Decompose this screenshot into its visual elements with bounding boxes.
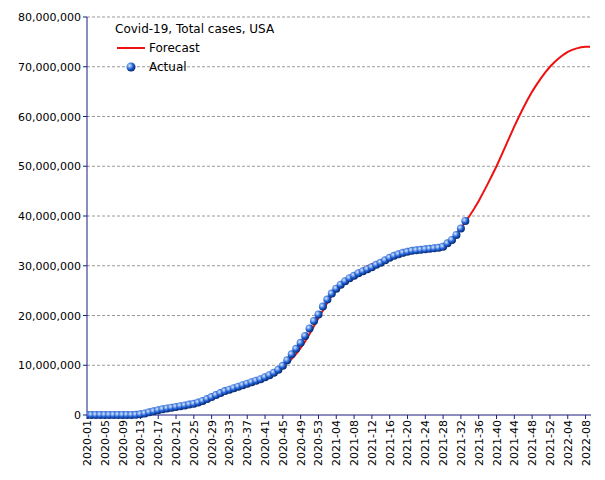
x-tick-label: 2020-53 [312,420,325,466]
x-tick-label: 2020-09 [117,420,130,466]
x-tick-label: 2021-28 [437,420,450,466]
legend-swatch [117,47,145,49]
x-tick [354,415,355,419]
x-tick-label: 2022-08 [580,420,593,466]
x-tick-label: 2020-29 [206,420,219,466]
x-tick [389,415,390,419]
actual-point [319,303,327,311]
x-tick [532,415,533,419]
x-tick [460,415,461,419]
x-tick-label: 2020-49 [295,420,308,466]
plot-area [87,47,590,419]
actual-point [301,332,309,340]
actual-point [314,311,322,319]
actual-point [310,317,318,325]
x-tick-label: 2020-21 [170,420,183,466]
x-tick [282,415,283,419]
x-tick-label: 2021-16 [384,420,397,466]
y-tick-label: 60,000,000 [18,111,81,124]
y-tick-label: 40,000,000 [18,210,81,223]
y-tick-label: 20,000,000 [18,310,81,323]
x-tick-label: 2020-17 [152,420,165,466]
y-tick-label: 70,000,000 [18,61,81,74]
x-axis [87,415,591,416]
grid-line [87,216,591,217]
x-tick [247,415,248,419]
grid-line [87,17,591,18]
x-tick [229,415,230,419]
actual-point [306,324,314,332]
x-tick [265,415,266,419]
x-tick-label: 2020-25 [188,420,201,466]
y-tick [83,365,87,366]
x-tick [176,415,177,419]
x-tick-label: 2022-04 [562,420,575,466]
x-tick [318,415,319,419]
x-tick [496,415,497,419]
x-tick-label: 2020-13 [134,420,147,466]
y-tick [83,216,87,217]
y-tick [83,315,87,316]
x-tick-label: 2021-36 [473,420,486,466]
x-tick-label: 2020-41 [259,420,272,466]
title: Covid-19, Total cases, USA [115,22,275,36]
x-tick [158,415,159,419]
x-tick [478,415,479,419]
y-tick-label: 0 [74,409,81,422]
legend-label: Forecast [149,41,200,55]
x-tick [443,415,444,419]
x-tick [371,415,372,419]
x-tick [336,415,337,419]
y-tick-label: 80,000,000 [18,11,81,24]
legend: Forecast Actual [117,41,200,74]
y-tick-label: 50,000,000 [18,160,81,173]
legend-label: Actual [149,60,187,74]
x-tick [567,415,568,419]
x-tick-label: 2021-52 [544,420,557,466]
grid-line [87,315,591,316]
forecast-line [87,47,590,415]
x-tick [300,415,301,419]
x-tick-label: 2021-20 [401,420,414,466]
x-tick [193,415,194,419]
actual-point [297,339,305,347]
x-tick [211,415,212,419]
x-tick-label: 2021-04 [330,420,343,466]
x-tick-label: 2021-08 [348,420,361,466]
legend-swatch [127,63,136,72]
x-tick-label: 2021-24 [419,420,432,466]
x-tick-label: 2020-01 [81,420,94,466]
y-axis [87,17,88,415]
actual-point [461,217,469,225]
y-tick [83,17,87,18]
y-tick-label: 10,000,000 [18,359,81,372]
grid-line [87,116,591,117]
y-tick [83,116,87,117]
grid-line [87,265,591,266]
chart: 0 10,000,000 20,000,000 30,000,000 40,000,00… [0,0,605,480]
x-tick [549,415,550,419]
grid-line [87,166,591,167]
x-tick-label: 2020-33 [223,420,236,466]
y-tick [83,166,87,167]
x-tick-label: 2020-45 [277,420,290,466]
x-tick-label: 2021-12 [366,420,379,466]
x-tick [425,415,426,419]
x-tick [407,415,408,419]
x-tick-label: 2020-05 [99,420,112,466]
x-tick [514,415,515,419]
x-tick [585,415,586,419]
actual-point [452,231,460,239]
y-tick [83,66,87,67]
grid-line [87,365,591,366]
actual-point [457,224,465,232]
x-tick-label: 2021-40 [491,420,504,466]
x-tick-label: 2021-44 [508,420,521,466]
y-tick [83,415,87,416]
x-tick-label: 2020-37 [241,420,254,466]
y-tick [83,265,87,266]
x-tick-label: 2021-48 [526,420,539,466]
y-tick-label: 30,000,000 [18,260,81,273]
x-tick-label: 2021-32 [455,420,468,466]
